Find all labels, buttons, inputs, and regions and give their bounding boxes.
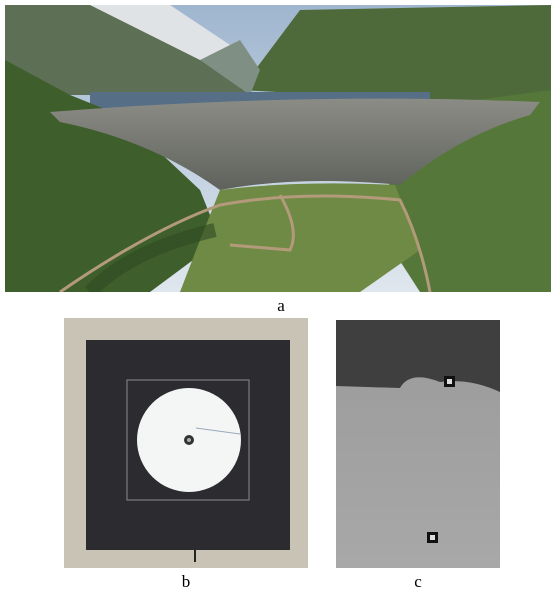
photo-dam xyxy=(5,5,551,292)
panel-label: a xyxy=(277,296,285,315)
photo-target xyxy=(64,318,308,568)
photo-surface xyxy=(336,320,500,568)
panel-label: c xyxy=(414,572,422,591)
panel-label: b xyxy=(182,572,191,591)
